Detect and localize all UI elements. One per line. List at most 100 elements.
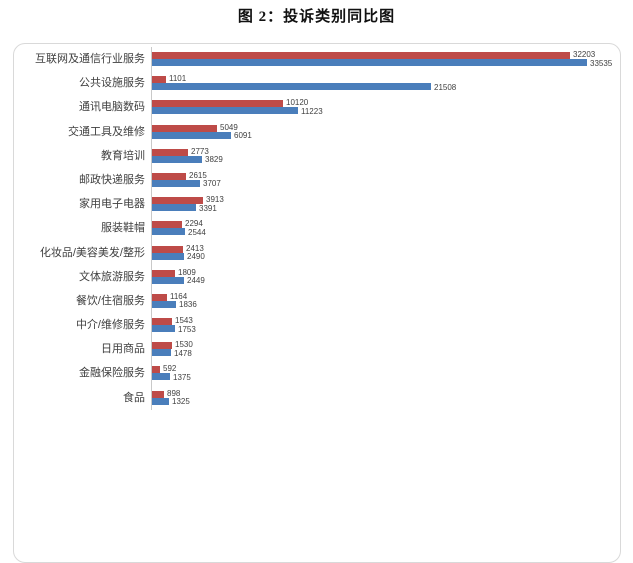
red-bar (152, 269, 175, 277)
category-plot-area: 1101 21508 (151, 71, 620, 96)
red-bar-value-label: 2294 (185, 219, 203, 229)
table-row: 交通工具及维修 5049 6091 (14, 119, 620, 144)
red-bar-value-label: 2615 (189, 170, 207, 180)
blue-bar (152, 59, 587, 66)
category-plot-area: 1530 1478 (151, 337, 620, 362)
red-bar-value-label: 32203 (573, 50, 596, 59)
category-label: 日用商品 (101, 343, 145, 356)
category-plot-area: 2294 2544 (151, 216, 620, 241)
red-bar-value-label: 1543 (175, 316, 193, 326)
blue-bar-value-label: 1325 (172, 397, 190, 407)
category-plot-area: 2615 3707 (151, 167, 620, 193)
table-row: 食品 898 1325 (14, 385, 620, 410)
category-plot-area: 2413 2490 (151, 240, 620, 265)
blue-bar (152, 107, 298, 115)
red-bar-value-label: 1530 (175, 340, 193, 350)
red-bar (152, 221, 182, 229)
blue-bar-value-label: 3829 (205, 155, 223, 165)
blue-bar-value-label: 3391 (199, 203, 217, 213)
category-plot-area: 10120 11223 (151, 95, 620, 120)
red-bar-value-label: 1101 (169, 74, 187, 84)
category-label: 家用电子电器 (79, 198, 145, 211)
table-row: 金融保险服务 592 1375 (14, 361, 620, 386)
red-bar-value-label: 898 (167, 388, 181, 398)
category-plot-area: 32203 33535 (151, 47, 620, 72)
category-label: 化妆品/美容美发/整形 (39, 246, 145, 259)
category-plot-area: 1164 1836 (151, 288, 620, 314)
blue-bar-value-label: 1753 (178, 324, 196, 334)
blue-bar (152, 373, 170, 381)
table-row: 互联网及通信行业服务 32203 33535 (14, 47, 620, 72)
table-row: 文体旅游服务 1809 2449 (14, 264, 620, 289)
bar-rows-container: 互联网及通信行业服务 32203 33535 公共设施服务 1101 21508 通讯电脑数… (14, 47, 620, 410)
red-bar-value-label: 3913 (206, 195, 224, 205)
red-bar (152, 318, 172, 326)
category-label: 餐饮/住宿服务 (75, 294, 145, 307)
category-plot-area: 1543 1753 (151, 313, 620, 338)
red-bar (152, 366, 160, 374)
blue-bar (152, 155, 202, 163)
category-label: 服装鞋帽 (101, 222, 145, 235)
blue-bar (152, 83, 431, 91)
red-bar-value-label: 2773 (191, 146, 209, 156)
red-bar (152, 390, 164, 398)
red-bar (152, 293, 167, 301)
blue-bar (152, 349, 171, 357)
red-bar (152, 100, 283, 108)
category-plot-area: 592 1375 (151, 361, 620, 386)
category-label: 公共设施服务 (79, 77, 145, 90)
blue-bar-value-label: 2544 (188, 227, 206, 237)
blue-bar (152, 204, 196, 212)
category-label: 互联网及通信行业服务 (35, 53, 145, 65)
red-bar (152, 76, 166, 84)
table-row: 公共设施服务 1101 21508 (14, 71, 620, 96)
category-label: 交通工具及维修 (68, 125, 145, 138)
blue-bar (152, 397, 169, 405)
blue-bar-value-label: 3707 (203, 179, 221, 189)
category-label: 金融保险服务 (79, 367, 145, 380)
red-bar (152, 172, 186, 180)
red-bar-value-label: 10120 (286, 98, 309, 108)
category-label: 文体旅游服务 (79, 270, 145, 283)
category-plot-area: 2773 3829 (151, 143, 620, 168)
red-bar (152, 245, 183, 253)
red-bar-value-label: 1809 (178, 267, 196, 277)
blue-bar-value-label: 2490 (187, 252, 205, 261)
category-label: 教育培训 (101, 149, 145, 162)
table-row: 日用商品 1530 1478 (14, 337, 620, 362)
table-row: 家用电子电器 3913 3391 (14, 192, 620, 217)
category-label: 食品 (123, 391, 145, 404)
red-bar (152, 148, 188, 156)
table-row: 邮政快递服务 2615 3707 (14, 167, 620, 193)
blue-bar-value-label: 6091 (234, 131, 252, 141)
category-label: 中介/维修服务 (75, 319, 145, 332)
blue-bar (152, 131, 231, 139)
table-row: 化妆品/美容美发/整形 2413 2490 (14, 240, 620, 265)
red-bar (152, 52, 570, 59)
blue-bar (152, 179, 200, 187)
blue-bar-value-label: 11223 (301, 106, 323, 116)
blue-bar-value-label: 1836 (179, 300, 197, 310)
table-row: 教育培训 2773 3829 (14, 143, 620, 168)
red-bar-value-label: 592 (163, 364, 177, 374)
blue-bar (152, 228, 185, 236)
blue-bar (152, 252, 184, 260)
category-plot-area: 5049 6091 (151, 119, 620, 144)
blue-bar-value-label: 2449 (187, 276, 205, 286)
red-bar-value-label: 5049 (220, 122, 238, 132)
blue-bar (152, 276, 184, 284)
blue-bar (152, 325, 175, 333)
blue-bar-value-label: 21508 (434, 82, 457, 92)
red-bar (152, 197, 203, 205)
category-plot-area: 1809 2449 (151, 264, 620, 289)
category-label: 通讯电脑数码 (79, 101, 145, 114)
red-bar (152, 124, 217, 132)
category-label: 邮政快递服务 (79, 173, 145, 186)
blue-bar-value-label: 1375 (173, 372, 191, 382)
chart-plot-area-frame: 互联网及通信行业服务 32203 33535 公共设施服务 1101 21508 通讯电脑数… (13, 43, 621, 563)
red-bar (152, 342, 172, 350)
red-bar-value-label: 1164 (170, 291, 188, 301)
blue-bar-value-label: 1478 (174, 348, 192, 358)
blue-bar-value-label: 33535 (590, 58, 613, 68)
category-plot-area: 3913 3391 (151, 192, 620, 217)
